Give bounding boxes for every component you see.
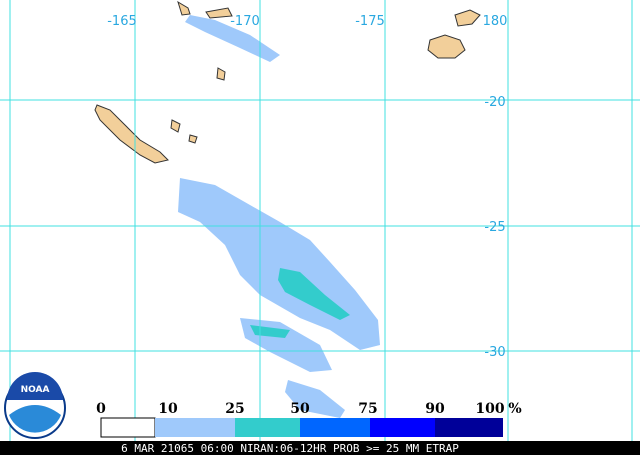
island (94, 104, 169, 164)
land (94, 0, 481, 164)
colorbar-bin (435, 418, 503, 437)
island (454, 9, 481, 27)
longitude-label: -170 (230, 14, 260, 29)
colorbar-bin (100, 417, 156, 438)
logo-text: NOAA (21, 385, 50, 395)
colorbar-unit: % (508, 401, 521, 417)
colorbar-label: 90 (425, 401, 445, 417)
precip-area (285, 380, 345, 418)
island (205, 7, 233, 19)
colorbar-label: 100 (475, 401, 504, 417)
island (188, 134, 198, 144)
precip-area (185, 15, 280, 62)
footer-text: 6 MAR 21065 06:00 NIRAN:06-12HR PROB >= … (121, 442, 459, 455)
graticule (0, 0, 640, 441)
precip (178, 15, 380, 418)
colorbar-bin (370, 418, 435, 437)
colorbar-bin (155, 418, 235, 437)
latitude-label: -25 (484, 220, 505, 235)
colorbar: 0 10 25 50 75 90 100 % (96, 401, 522, 438)
island (170, 119, 181, 133)
colorbar-bin (300, 418, 370, 437)
footer-bar (0, 441, 640, 455)
island (427, 34, 466, 59)
precip-area (278, 268, 350, 320)
logo-top (7, 372, 63, 400)
colorbar-bin (235, 418, 300, 437)
longitude-label: 180 (483, 14, 508, 29)
island (216, 67, 226, 81)
latitude-label: -30 (484, 345, 505, 360)
logo-bottom (9, 405, 61, 433)
colorbar-label: 0 (96, 401, 106, 417)
longitude-label: -165 (107, 14, 137, 29)
noaa-logo: NOAA (4, 372, 66, 439)
island (177, 0, 191, 16)
latitude-label: -20 (484, 95, 505, 110)
colorbar-label: 10 (158, 401, 178, 417)
colorbar-label: 50 (290, 401, 310, 417)
colorbar-label: 75 (358, 401, 377, 417)
colorbar-label: 25 (225, 401, 244, 417)
longitude-label: -175 (355, 14, 385, 29)
